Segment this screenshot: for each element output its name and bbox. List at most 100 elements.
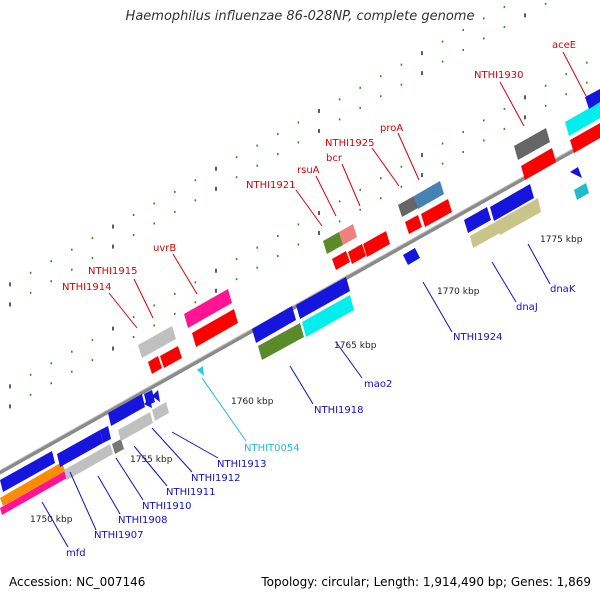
leader-nthi1918 — [289, 365, 314, 405]
gene-nthi1908-feature — [64, 444, 113, 480]
genome-backbone-highlight — [0, 133, 600, 471]
gene-nthi1910b-feature — [112, 439, 124, 454]
leader-mfd — [41, 501, 69, 548]
scale-label-1750: 1750 kbp — [30, 515, 73, 525]
leader-acee — [562, 51, 587, 97]
leader-nthi1930 — [499, 81, 525, 127]
gene-proa-feature — [414, 181, 444, 209]
gene-nthi1910-feature — [100, 426, 111, 443]
gene-small-arrow-1 — [152, 390, 160, 402]
gene-nthi1913b-feature — [152, 402, 169, 421]
gene-label-rsua[interactable]: rsuA — [297, 165, 320, 176]
leader-nthi1913 — [171, 431, 219, 459]
leader-lines — [41, 51, 587, 548]
gene-nthi1918b-feature — [258, 323, 304, 360]
scale-label-1760: 1760 kbp — [231, 397, 274, 407]
gene-nthi1924-feature — [403, 248, 420, 265]
gene-label-dnaj[interactable]: dnaJ — [516, 302, 538, 313]
reverse-strand-genes — [0, 167, 589, 515]
gene-label-nthi1924[interactable]: NTHI1924 — [453, 332, 503, 343]
gene-nthi1915-feature — [148, 356, 162, 374]
leader-nthi1907 — [69, 471, 97, 531]
accession-text: Accession: NC_007146 — [9, 575, 146, 589]
gene-small-blue-right — [570, 167, 582, 178]
gene-rsua-feature — [339, 224, 357, 245]
gene-uvrb-feature — [184, 289, 232, 328]
map-title: Haemophilus influenzae 86-028NP, complet… — [125, 9, 475, 24]
leader-nthi1912 — [151, 427, 193, 473]
gene-nthi1907-feature — [57, 430, 103, 467]
gene-nthi1921b-feature — [332, 251, 350, 270]
gene-small-arrow-2 — [144, 398, 152, 408]
gene-mfd-feature — [0, 451, 55, 492]
leader-bcr — [341, 163, 361, 207]
gene-dnaj-feature — [470, 221, 500, 248]
gene-label-nthi1907[interactable]: NTHI1907 — [94, 530, 144, 541]
scale-label-1775: 1775 kbp — [540, 235, 583, 245]
gene-label-nthi1921[interactable]: NTHI1921 — [246, 180, 296, 191]
leader-nthi1921 — [295, 189, 323, 227]
leader-mao2 — [335, 341, 363, 379]
leader-nthi1925 — [371, 147, 400, 187]
gene-nthi1921-feature — [323, 232, 343, 254]
scale-label-1755: 1755 kbp — [130, 455, 173, 465]
gene-acee-feature — [565, 102, 600, 136]
leader-proa — [397, 132, 420, 181]
gene-label-nthi1911[interactable]: NTHI1911 — [166, 487, 216, 498]
gene-label-mao2[interactable]: mao2 — [364, 379, 392, 390]
gene-dnaj-a-feature — [464, 207, 491, 233]
gene-nthi1914-feature — [138, 326, 176, 358]
gene-mao2-feature — [302, 295, 354, 337]
gene-label-dnak[interactable]: dnaK — [550, 284, 576, 295]
leader-nthi1908 — [97, 475, 121, 515]
gene-label-nthit0054[interactable]: NTHIT0054 — [244, 443, 300, 454]
gene-nthi1911-feature — [108, 394, 145, 426]
gene-label-acee[interactable]: aceE — [552, 40, 576, 51]
gene-label-nthi1913[interactable]: NTHI1913 — [217, 459, 267, 470]
gene-label-nthi1908[interactable]: NTHI1908 — [118, 515, 168, 526]
genome-summary-text: Topology: circular; Length: 1,914,490 bp… — [261, 575, 591, 589]
gene-label-nthi1925[interactable]: NTHI1925 — [325, 138, 375, 149]
gene-nthi1918-feature — [252, 306, 296, 343]
gene-bcr-feature — [363, 231, 390, 257]
gene-orange-feature — [0, 462, 65, 506]
gene-nthi1925b-feature — [405, 215, 422, 234]
leader-dnaj — [491, 261, 517, 303]
gene-nthi1915b-feature — [160, 346, 182, 368]
gene-label-mfd[interactable]: mfd — [66, 548, 86, 559]
gene-nthi1912-feature — [118, 412, 153, 441]
gene-label-nthi1930[interactable]: NTHI1930 — [474, 70, 524, 81]
leader-rsua — [315, 175, 337, 217]
gene-label-nthi1912[interactable]: NTHI1912 — [191, 473, 241, 484]
gene-dnak-a-feature — [490, 184, 534, 221]
leader-nthi1915 — [133, 278, 154, 319]
leader-dnak — [527, 243, 551, 285]
gene-label-nthi1910[interactable]: NTHI1910 — [142, 501, 192, 512]
gene-nthi1925-feature — [398, 196, 418, 217]
gene-label-nthi1918[interactable]: NTHI1918 — [314, 405, 364, 416]
scale-label-1765: 1765 kbp — [334, 341, 377, 351]
gene-nthit0054-feature — [197, 366, 204, 376]
gene-label-uvrb[interactable]: uvrB — [153, 243, 176, 254]
leader-nthi1914 — [108, 292, 138, 329]
leader-uvrb — [172, 253, 198, 295]
gene-label-proa[interactable]: proA — [380, 123, 403, 134]
gene-label-bcr[interactable]: bcr — [326, 153, 343, 164]
gene-rsua-b-feature — [348, 244, 366, 264]
gene-proa-b-feature — [421, 199, 452, 227]
gene-nthi1930-feature — [514, 128, 550, 160]
gene-pink-feature — [0, 471, 67, 515]
scale-ticks — [9, 2, 588, 409]
gene-labels: mfd NTHI1907 NTHI1908 NTHI1910 NTHI1911 … — [62, 40, 576, 559]
gene-label-nthi1915[interactable]: NTHI1915 — [88, 266, 138, 277]
gene-acee-b-feature — [570, 123, 600, 153]
gene-acee-c-feature — [585, 89, 600, 109]
leader-nthit0054 — [201, 377, 247, 442]
leader-nthi1910 — [115, 457, 144, 501]
gene-label-nthi1914[interactable]: NTHI1914 — [62, 282, 112, 293]
gene-small-cyan-right — [574, 183, 589, 200]
leader-nthi1911 — [133, 445, 168, 487]
gene-mao2-a-feature — [296, 277, 350, 319]
